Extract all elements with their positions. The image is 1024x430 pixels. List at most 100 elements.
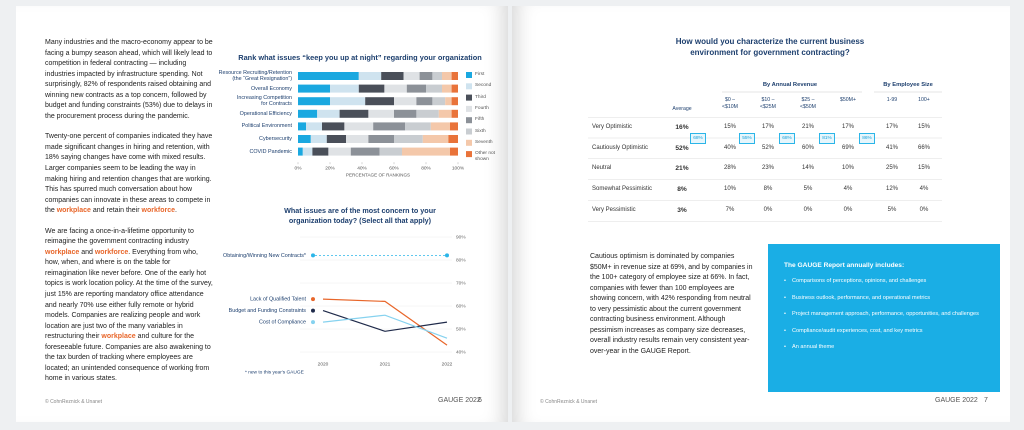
- legend-swatch: [466, 105, 472, 112]
- bar-segment: [426, 84, 442, 93]
- table-cell: 4%: [919, 186, 929, 192]
- row-label: Very Pessimistic: [592, 207, 636, 213]
- legend-label: Third: [475, 94, 486, 100]
- combined-callout: 86%: [859, 133, 875, 144]
- text-run: and culture for the foreseeable future. …: [45, 333, 211, 383]
- column-header: 100+: [918, 97, 930, 103]
- bar-segment: [302, 147, 313, 156]
- x-tick-label: 80%: [421, 165, 431, 171]
- bar-segment: [317, 109, 340, 118]
- text-run: and: [79, 248, 95, 256]
- legend-label: Sixth: [475, 128, 486, 134]
- highlight-word: workforce: [141, 207, 175, 215]
- legend-label: Lack of Qualified Talent: [250, 297, 306, 303]
- legend-swatch: [466, 151, 472, 158]
- row-label: Very Optimistic: [592, 124, 633, 130]
- bar-segment: [416, 109, 439, 118]
- category-label: Resource Recruiting/Retention (the “Grea…: [218, 70, 292, 82]
- bar-segment: [298, 84, 330, 93]
- bullet-text: Compliance/audit experiences, cost, and …: [792, 327, 923, 334]
- right-paragraph: Cautious optimism is dominated by compan…: [590, 253, 753, 355]
- legend-label: Fourth: [475, 105, 489, 111]
- y-tick-label: 80%: [456, 257, 466, 263]
- bar-segment: [344, 122, 374, 131]
- page-number: 6: [478, 397, 482, 404]
- bar-segment: [368, 135, 394, 143]
- bar-segment: [384, 84, 407, 93]
- legend-swatch: [466, 94, 472, 101]
- legend-label: Other not shown: [475, 151, 495, 162]
- category-label: COVID Pandemic: [249, 148, 292, 155]
- table-cell: 60%: [801, 144, 814, 151]
- column-header: $50M+: [839, 97, 856, 103]
- bar-segment: [416, 97, 433, 106]
- x-tick-label: 2021: [380, 361, 391, 367]
- bullet-text: Project management approach, performance…: [792, 311, 979, 317]
- text-run: We are facing a once-in-a-lifetime oppor…: [45, 227, 194, 246]
- bar-segment: [339, 109, 369, 118]
- bullet-item: • Project management approach, performanc…: [784, 311, 984, 319]
- legend-dot: [311, 297, 315, 302]
- legend-swatch: [466, 72, 472, 78]
- bullet: •: [784, 278, 786, 284]
- table-cell: 17%: [885, 124, 898, 130]
- y-tick-label: 40%: [456, 349, 466, 355]
- table-cell: 8%: [677, 186, 687, 193]
- table-cell: 66%: [917, 144, 930, 151]
- chart-title: Rank what issues “keep you up at night” …: [238, 53, 482, 62]
- combined-callout: 55%: [739, 133, 755, 144]
- table-cell: 5%: [887, 207, 897, 213]
- text-run: Many industries and the macro-economy ap…: [45, 39, 213, 120]
- row-label: Neutral: [592, 165, 612, 171]
- table-cell: 52%: [675, 144, 689, 152]
- table-cell: 16%: [675, 124, 689, 131]
- x-tick-label: 20%: [325, 165, 335, 171]
- legend-swatch: [466, 117, 472, 124]
- table-cell: 4%: [843, 186, 853, 192]
- table-cell: 15%: [917, 165, 930, 171]
- bar-segment: [422, 135, 449, 143]
- highlight-word: workplace: [45, 248, 80, 256]
- bullet: •: [784, 327, 786, 334]
- legend-dot: [311, 308, 315, 313]
- group-header: By Annual Revenue: [762, 82, 818, 88]
- bar-segment: [442, 72, 452, 80]
- table-cell: 17%: [841, 124, 854, 130]
- table-cell: 17%: [761, 124, 774, 130]
- bar-segment: [379, 147, 402, 156]
- text-run: . Everything from who, how, when, and wh…: [45, 248, 213, 341]
- brand: GAUGE 2022: [438, 397, 481, 404]
- bar-segment: [298, 109, 318, 118]
- table-cell: 28%: [723, 165, 736, 171]
- x-tick-label: 2022: [442, 361, 453, 367]
- bar-segment: [358, 72, 382, 80]
- bar-segment: [403, 72, 420, 80]
- bullet-item: • Comparisons of perceptions, opinions, a…: [784, 278, 984, 286]
- bullet: •: [784, 344, 786, 350]
- bar-segment: [448, 135, 458, 143]
- bar-segment: [310, 135, 327, 143]
- table-cell: 15%: [723, 124, 736, 130]
- paragraph: We are facing a once-in-a-lifetime oppor…: [45, 227, 213, 385]
- bar-segment: [365, 97, 394, 106]
- bar-segment: [451, 84, 458, 93]
- x-axis-label: PERCENTAGE OF RANKINGS: [346, 172, 410, 177]
- bar-segment: [328, 147, 351, 156]
- legend-dot: [311, 253, 315, 258]
- column-header: 1-99: [886, 97, 898, 103]
- table-cell: 10%: [841, 165, 854, 171]
- combined-callout: 81%: [819, 133, 835, 144]
- bar-segment: [368, 109, 394, 118]
- bullet-text: An annual theme: [792, 344, 835, 350]
- table-cell: 0%: [763, 207, 773, 213]
- bar-segment: [419, 72, 433, 80]
- bar-segment: [405, 122, 431, 131]
- x-tick-label: 100%: [452, 165, 465, 171]
- bullet-text: Business outlook, performance, and opera…: [792, 294, 931, 301]
- legend-swatch: [466, 139, 472, 146]
- table-cell: 7%: [725, 207, 735, 213]
- bar-segment: [298, 122, 306, 131]
- bar-segment: [450, 147, 458, 156]
- legend-dot: [311, 320, 315, 325]
- bar-segment: [322, 122, 345, 131]
